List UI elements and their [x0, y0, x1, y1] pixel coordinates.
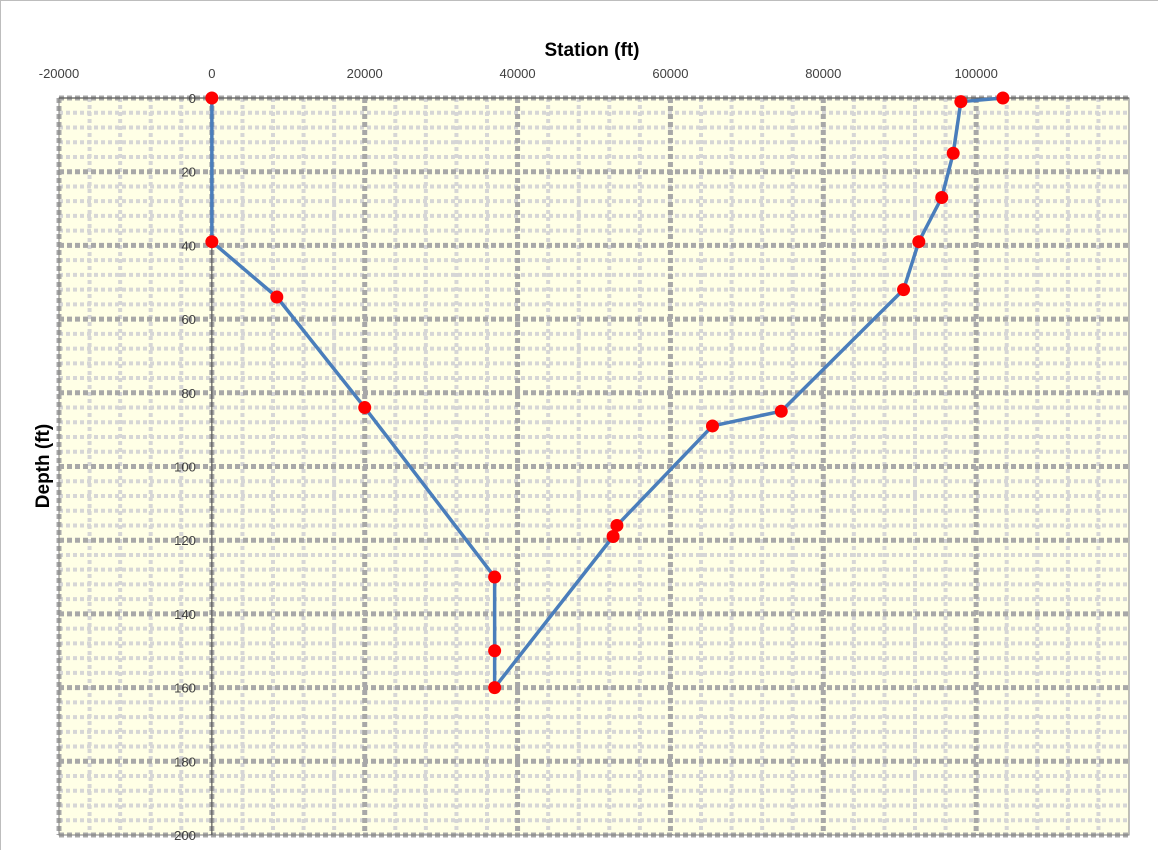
y-tick-label: 40 [181, 238, 195, 253]
data-point [912, 235, 926, 249]
data-point [610, 518, 624, 532]
data-point [774, 404, 788, 418]
y-tick-label: 180 [174, 754, 196, 769]
x-axis-title: Station (ft) [545, 40, 640, 61]
data-point [488, 681, 502, 695]
y-axis-title: Depth (ft) [33, 424, 54, 508]
data-point [705, 419, 719, 433]
data-point [488, 570, 502, 584]
y-tick-label: 200 [174, 828, 196, 843]
y-tick-label: 80 [181, 386, 195, 401]
data-point [270, 290, 284, 304]
x-tick-label: -20000 [39, 66, 79, 81]
data-point [488, 644, 502, 658]
y-tick-label: 20 [181, 165, 195, 180]
data-point [954, 95, 968, 109]
y-tick-label: 120 [174, 533, 196, 548]
y-tick-label: 0 [189, 91, 196, 106]
x-tick-label: 40000 [499, 66, 535, 81]
data-point [205, 91, 219, 105]
x-tick-label: 60000 [652, 66, 688, 81]
x-tick-label: 20000 [347, 66, 383, 81]
data-point [897, 283, 911, 297]
y-tick-label: 140 [174, 607, 196, 622]
y-tick-label: 160 [174, 681, 196, 696]
y-tick-label: 60 [181, 312, 195, 327]
data-point [358, 401, 372, 415]
x-tick-label: 80000 [805, 66, 841, 81]
y-tick-label: 100 [174, 460, 196, 475]
data-point [996, 91, 1010, 105]
x-tick-label: 100000 [954, 66, 997, 81]
data-point [205, 235, 219, 249]
x-tick-label: 0 [208, 66, 215, 81]
data-point [935, 190, 949, 204]
data-point [946, 146, 960, 160]
data-point [606, 530, 620, 544]
